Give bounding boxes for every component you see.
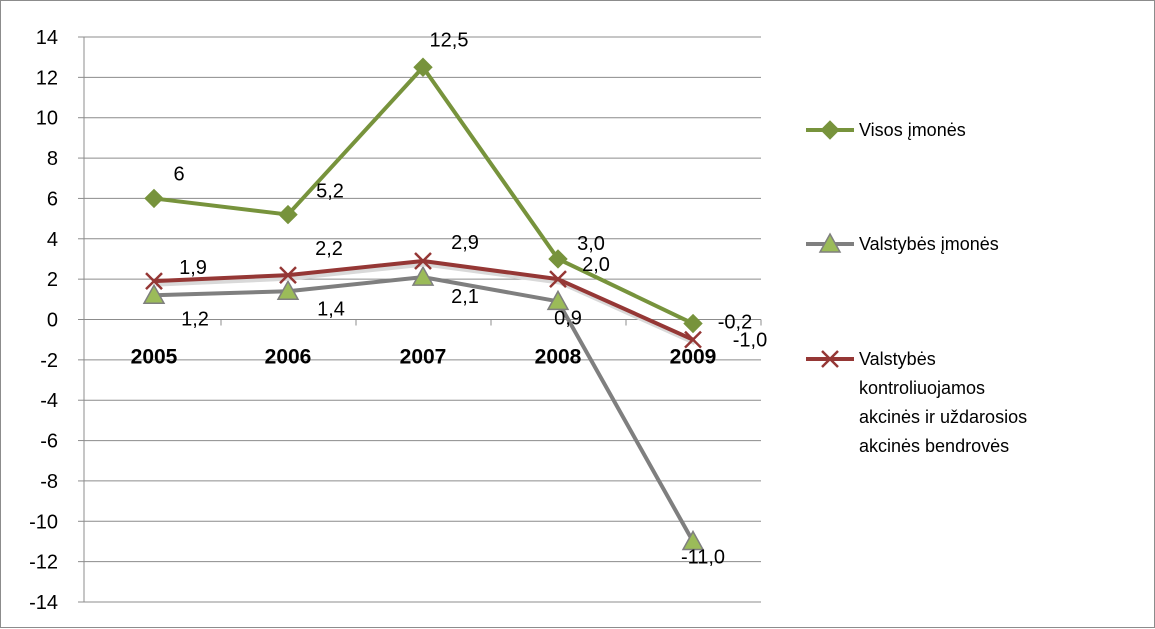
data-label: 2,2 — [315, 238, 343, 260]
data-label: 2,1 — [451, 286, 479, 308]
data-label: 1,2 — [181, 308, 209, 330]
y-tick-label: -12 — [29, 552, 58, 574]
y-tick-label: -14 — [29, 592, 58, 614]
series-line — [153, 275, 695, 543]
point-marker — [411, 265, 435, 286]
data-label: 1,4 — [317, 298, 345, 320]
point-marker-stroke — [821, 350, 839, 368]
y-tick-label: -4 — [40, 390, 58, 412]
point-marker — [821, 350, 839, 368]
series-2 — [145, 252, 702, 349]
data-label: 2,0 — [582, 254, 610, 276]
point-marker — [546, 289, 570, 311]
point-marker — [145, 272, 163, 291]
legend: Visos įmonės Valstybės įmonės Valstybės kon… — [806, 120, 1027, 456]
y-tick-label: 4 — [47, 229, 58, 251]
series-lines — [142, 57, 705, 551]
data-label: 1,9 — [179, 257, 207, 279]
y-tick-label: 12 — [36, 67, 58, 89]
legend-item-2: Valstybės kontroliuojamos akcinės ir uždar… — [806, 349, 1027, 456]
y-tick-label: -6 — [40, 431, 58, 453]
point-marker — [681, 529, 705, 551]
series-0 — [144, 57, 703, 334]
point-marker-stroke — [414, 252, 432, 270]
y-tick-label: 6 — [47, 188, 58, 210]
point-marker-stroke — [145, 272, 163, 291]
y-tick-label: 8 — [47, 148, 58, 170]
y-tick-labels: 14 12 10 8 6 4 2 0 -2 -4 -6 -8 -10 -12 -14 — [29, 27, 58, 614]
y-tick-label: 2 — [47, 269, 58, 291]
point-marker — [549, 270, 567, 289]
y-tick-label: 0 — [47, 310, 58, 332]
gridlines — [84, 36, 761, 603]
y-tick-label: -10 — [29, 511, 58, 533]
data-label: 12,5 — [430, 29, 469, 51]
legend-item-1: Valstybės įmonės — [806, 232, 999, 254]
point-marker — [820, 120, 840, 140]
legend-label: akcinės bendrovės — [859, 436, 1009, 456]
legend-label: Valstybės įmonės — [859, 234, 999, 254]
data-label: 2,9 — [451, 232, 479, 254]
point-marker — [548, 249, 568, 269]
legend-label: Valstybės — [859, 349, 936, 369]
point-marker-stroke — [684, 330, 702, 349]
point-marker — [414, 252, 432, 270]
x-category-label: 2008 — [535, 346, 582, 369]
data-label: -0,2 — [718, 312, 752, 334]
data-label: 3,0 — [577, 233, 605, 255]
x-category-label: 2005 — [131, 346, 178, 369]
legend-label: kontroliuojamos — [859, 378, 985, 398]
point-marker — [278, 204, 298, 225]
point-marker — [144, 188, 164, 209]
series-1 — [142, 265, 705, 551]
data-label: -1,0 — [733, 330, 767, 352]
point-marker — [413, 57, 433, 77]
y-tick-label: 10 — [36, 108, 58, 130]
point-marker-stroke — [279, 266, 297, 284]
x-category-label: 2007 — [400, 346, 447, 369]
data-label: 0,9 — [554, 307, 582, 329]
point-marker — [279, 266, 297, 284]
x-category-label: 2009 — [670, 346, 717, 369]
point-marker — [276, 279, 300, 300]
legend-item-0: Visos įmonės — [806, 120, 966, 140]
x-category-labels: 2005 2006 2007 2008 2009 — [131, 346, 717, 369]
point-marker-stroke — [549, 270, 567, 289]
point-marker — [683, 313, 703, 334]
x-category-label: 2006 — [265, 346, 312, 369]
point-marker — [684, 330, 702, 349]
legend-label: Visos įmonės — [859, 120, 966, 140]
data-label: 6 — [173, 163, 184, 185]
point-marker — [142, 283, 166, 305]
y-tick-label: -8 — [40, 471, 58, 493]
data-labels: 6 5,2 12,5 3,0 -0,2 1,2 1,4 2,1 0,9 -11,0 1,9 2,2 2,… — [173, 29, 767, 568]
data-label: -11,0 — [681, 546, 725, 568]
legend-label: akcinės ir uždarosios — [859, 407, 1027, 427]
y-tick-label: -2 — [40, 350, 58, 372]
point-marker — [818, 232, 842, 253]
y-tick-label: 14 — [36, 27, 58, 49]
data-label: 5,2 — [316, 181, 344, 203]
